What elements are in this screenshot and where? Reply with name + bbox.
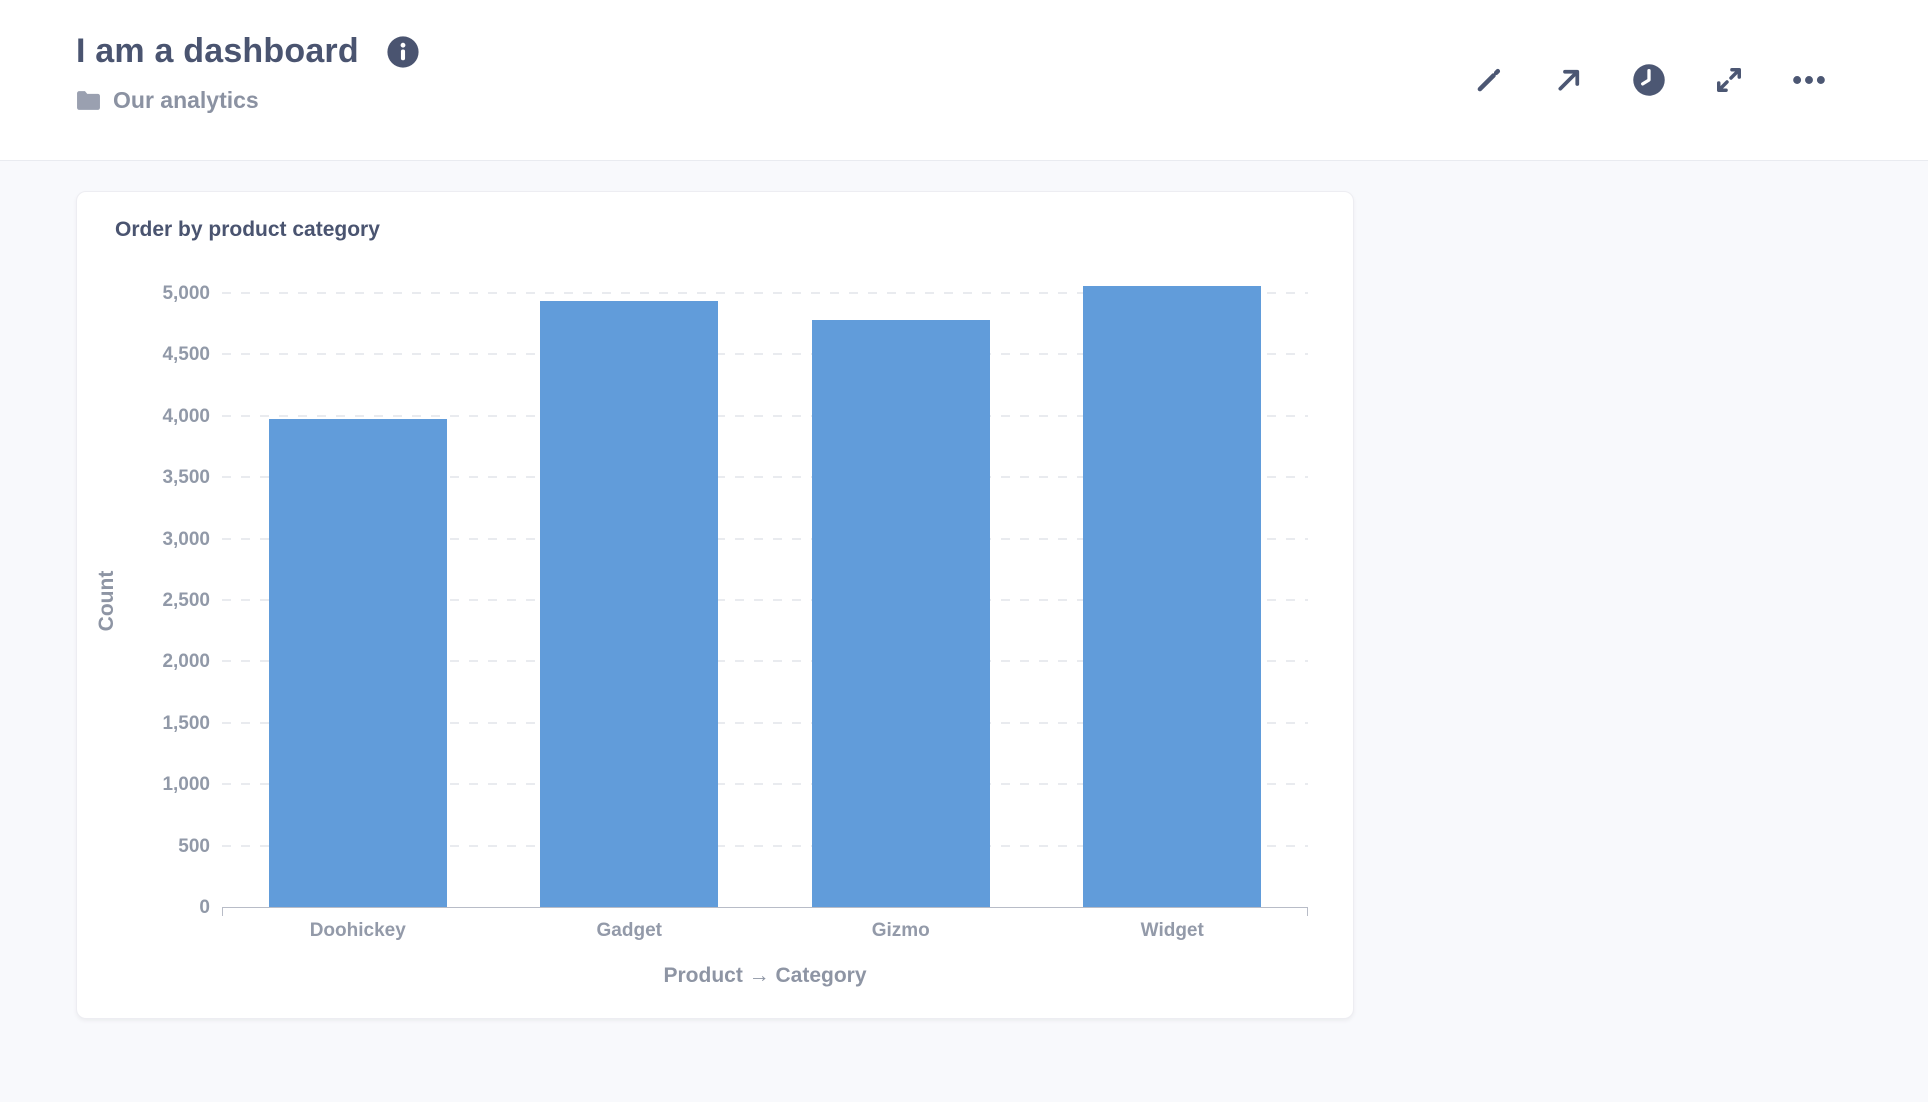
x-tick-label-doohickey: Doohickey bbox=[309, 920, 406, 941]
gridline bbox=[222, 599, 1308, 601]
bars bbox=[222, 278, 1308, 907]
y-tick-label: 2,000 bbox=[162, 651, 210, 673]
gridline bbox=[222, 537, 1308, 540]
bar-gadget[interactable] bbox=[540, 300, 719, 907]
bar-band bbox=[222, 418, 494, 907]
x-tick-label-gadget: Gadget bbox=[596, 920, 662, 941]
x-tick-labels: Doohickey Gadget Gizmo Widget bbox=[222, 920, 1308, 942]
title-row: I am a dashboard bbox=[76, 32, 421, 71]
bar-doohickey[interactable] bbox=[268, 418, 447, 907]
gridline bbox=[222, 844, 1308, 847]
card-title[interactable]: Order by product category bbox=[115, 218, 380, 241]
y-tick-label: 500 bbox=[178, 835, 210, 857]
y-tick-label: 1,500 bbox=[162, 712, 210, 734]
info-icon[interactable] bbox=[385, 34, 421, 70]
toolbar bbox=[1469, 0, 1829, 160]
gridline bbox=[222, 476, 1308, 479]
y-tick-labels: 0 500 1,000 1,500 2,000 2,500 3,000 3,500 4,000 4… bbox=[77, 278, 210, 918]
y-tick-label: 2,500 bbox=[162, 590, 210, 611]
gridline bbox=[222, 353, 1308, 356]
bar-widget[interactable] bbox=[1083, 285, 1262, 907]
chart-card: Order by product category Count 0 500 1,00… bbox=[76, 191, 1354, 1019]
gridline bbox=[222, 783, 1308, 786]
bar-band bbox=[494, 300, 766, 907]
dashboard-header: I am a dashboard Our analytics bbox=[0, 0, 1928, 161]
gridline bbox=[222, 292, 1308, 294]
bar-gizmo[interactable] bbox=[811, 319, 990, 907]
history-clock-button[interactable] bbox=[1629, 60, 1669, 100]
page-title: I am a dashboard bbox=[76, 32, 359, 70]
x-axis-title: Product → Category bbox=[663, 964, 867, 987]
x-tick-label-gizmo: Gizmo bbox=[871, 920, 930, 941]
more-ellipsis-button[interactable] bbox=[1789, 60, 1829, 100]
gridline bbox=[222, 660, 1308, 663]
bar-band bbox=[765, 319, 1037, 907]
y-tick-label: 3,000 bbox=[162, 528, 210, 550]
plot-area bbox=[222, 278, 1308, 916]
y-tick-label: 1,000 bbox=[162, 774, 210, 796]
x-tick-label-widget: Widget bbox=[1140, 920, 1204, 941]
y-tick-label: 5,000 bbox=[162, 283, 210, 304]
gridline bbox=[222, 721, 1308, 724]
folder-icon bbox=[76, 90, 101, 111]
fullscreen-expand-button[interactable] bbox=[1709, 60, 1749, 100]
dashboard-page: I am a dashboard Our analytics bbox=[0, 0, 1928, 1019]
breadcrumb-label: Our analytics bbox=[113, 87, 259, 113]
bar-band bbox=[1037, 285, 1309, 907]
header-left: I am a dashboard Our analytics bbox=[76, 0, 421, 160]
share-arrow-up-right-button[interactable] bbox=[1549, 60, 1589, 100]
edit-pencil-button[interactable] bbox=[1469, 60, 1509, 100]
y-tick-label: 0 bbox=[199, 897, 210, 918]
y-tick-label: 4,500 bbox=[162, 344, 210, 366]
breadcrumb[interactable]: Our analytics bbox=[76, 87, 421, 114]
dashboard-body: Order by product category Count 0 500 1,00… bbox=[0, 161, 1928, 1019]
gridline bbox=[222, 414, 1308, 417]
y-tick-label: 3,500 bbox=[162, 467, 210, 489]
y-tick-label: 4,000 bbox=[162, 405, 210, 427]
